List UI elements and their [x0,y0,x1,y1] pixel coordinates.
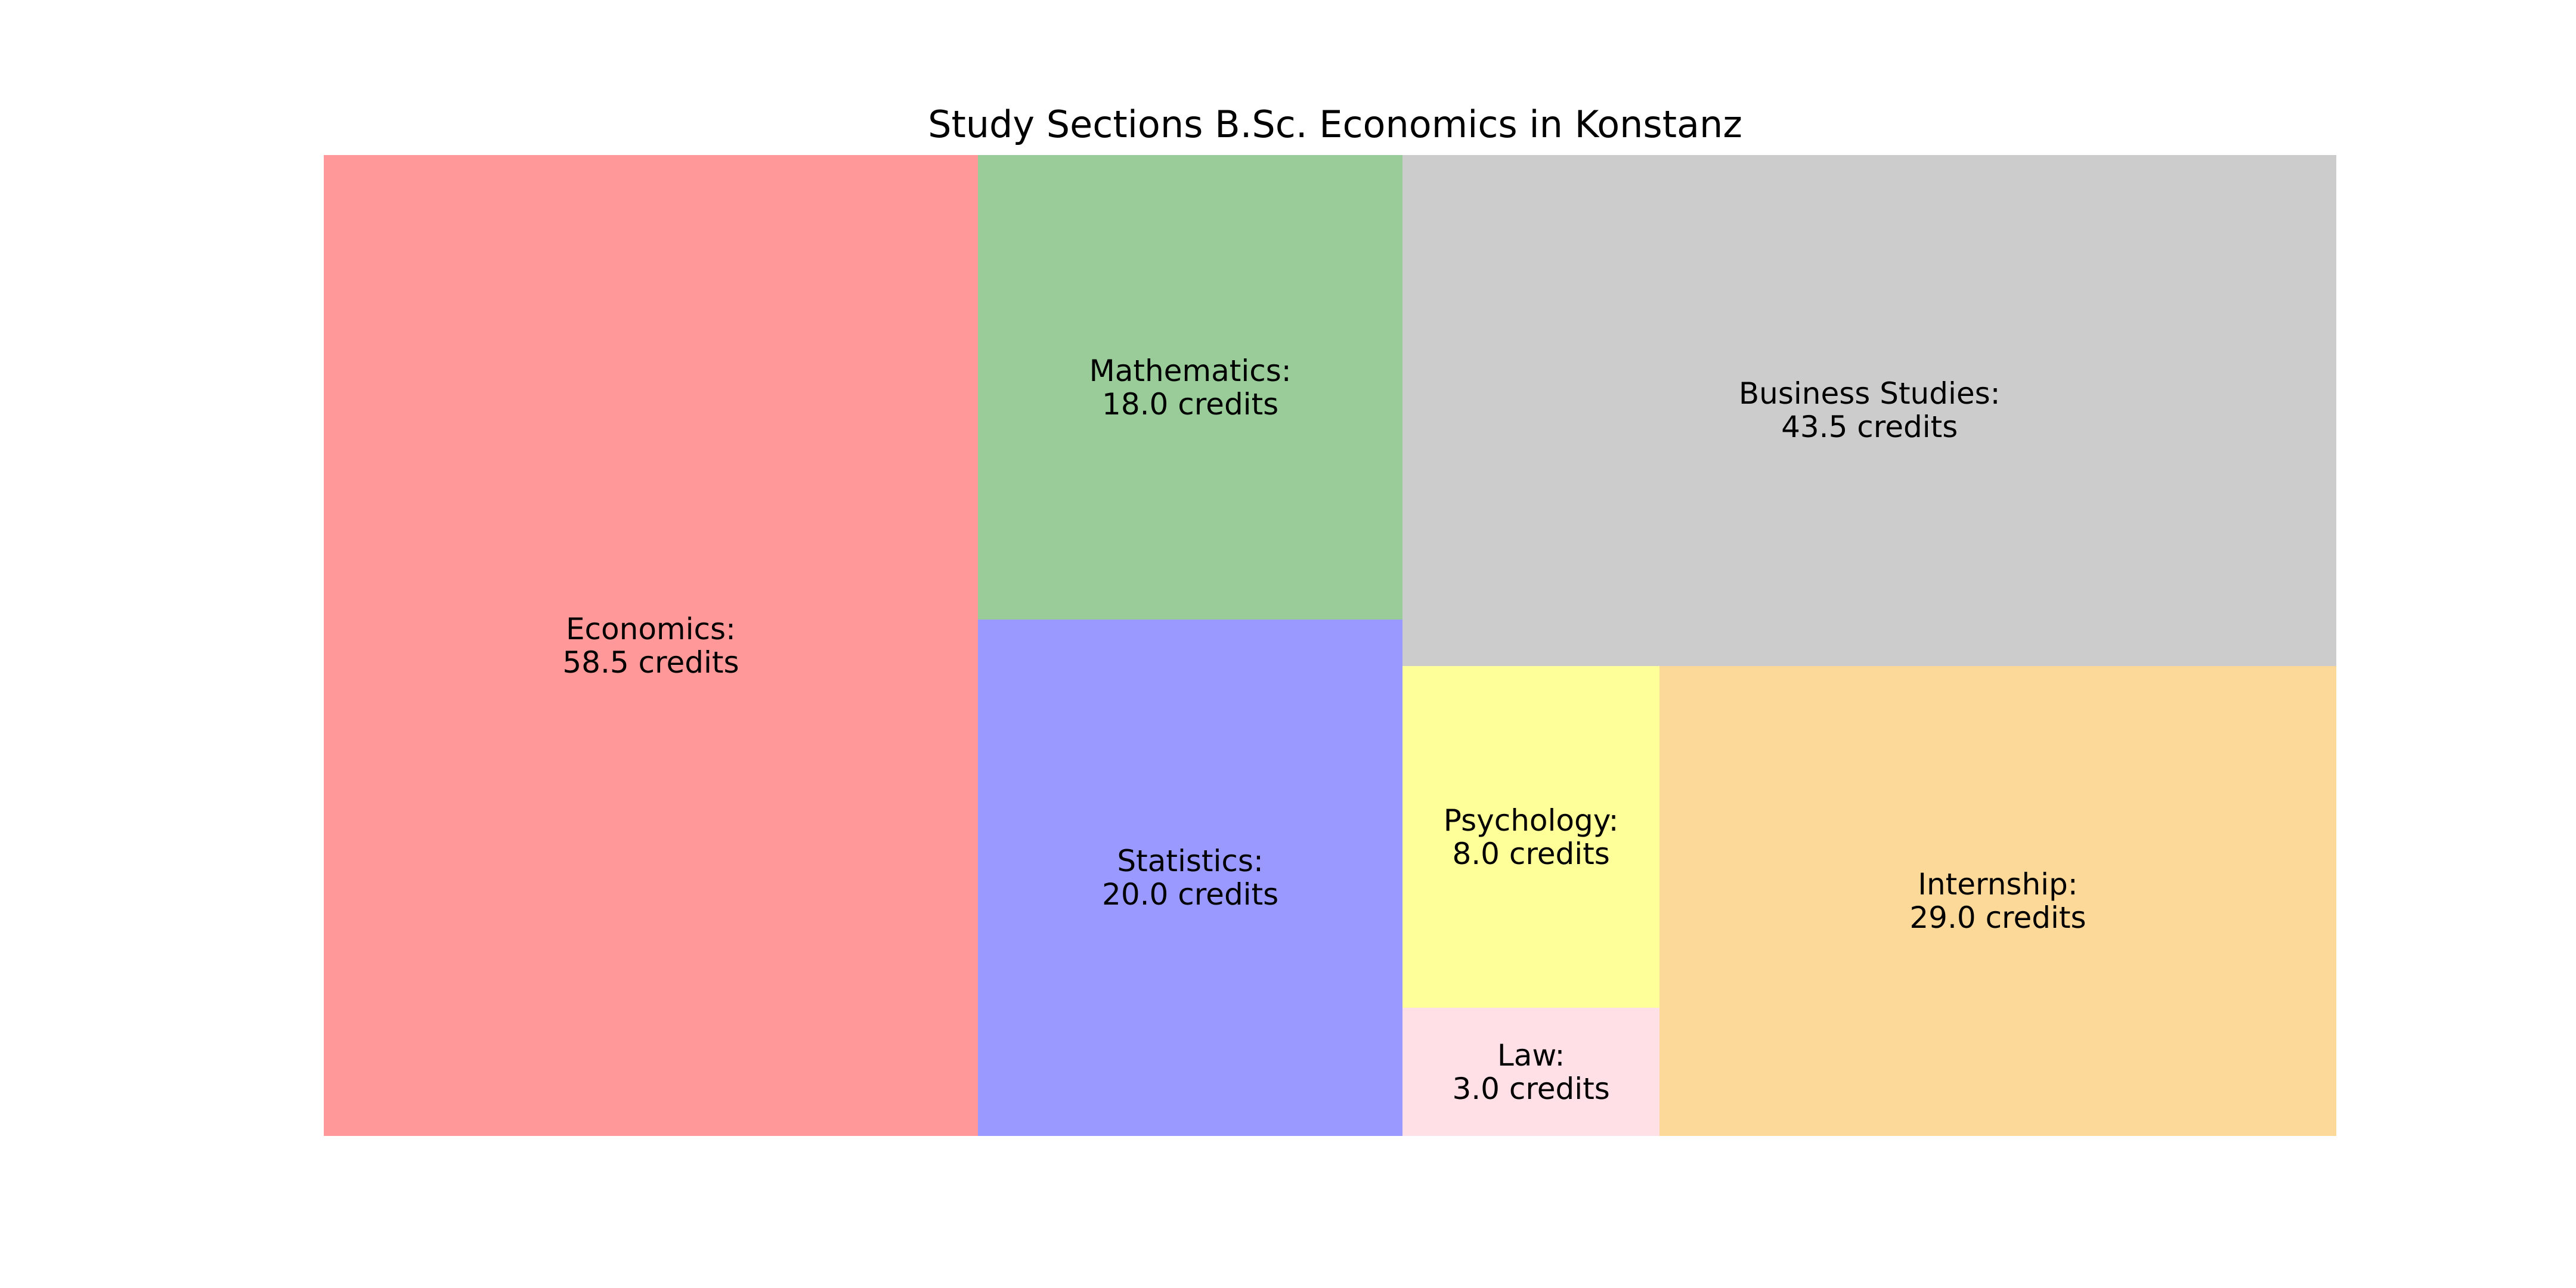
treemap-label-mathematics: Mathematics: 18.0 credits [1089,353,1292,422]
treemap: Economics: 58.5 credits Mathematics: 18.0… [324,155,2336,1136]
treemap-label-psychology: Psychology: 8.0 credits [1443,803,1619,871]
treemap-label-internship: Internship: 29.0 credits [1909,866,2086,935]
treemap-label-law: Law: 3.0 credits [1452,1038,1610,1106]
treemap-tile-statistics: Statistics: 20.0 credits [977,620,1403,1136]
treemap-tile-business-studies: Business Studies: 43.5 credits [1402,155,2336,666]
treemap-tile-law: Law: 3.0 credits [1402,1008,1659,1136]
treemap-label-statistics: Statistics: 20.0 credits [1102,844,1279,912]
treemap-tile-internship: Internship: 29.0 credits [1659,665,2336,1136]
chart-title: Study Sections B.Sc. Economics in Konsta… [928,103,1742,146]
treemap-tile-economics: Economics: 58.5 credits [324,155,978,1136]
treemap-label-business-studies: Business Studies: 43.5 credits [1738,376,2001,445]
treemap-tile-psychology: Psychology: 8.0 credits [1402,665,1659,1008]
treemap-label-economics: Economics: 58.5 credits [562,611,739,680]
treemap-tile-mathematics: Mathematics: 18.0 credits [977,155,1403,620]
